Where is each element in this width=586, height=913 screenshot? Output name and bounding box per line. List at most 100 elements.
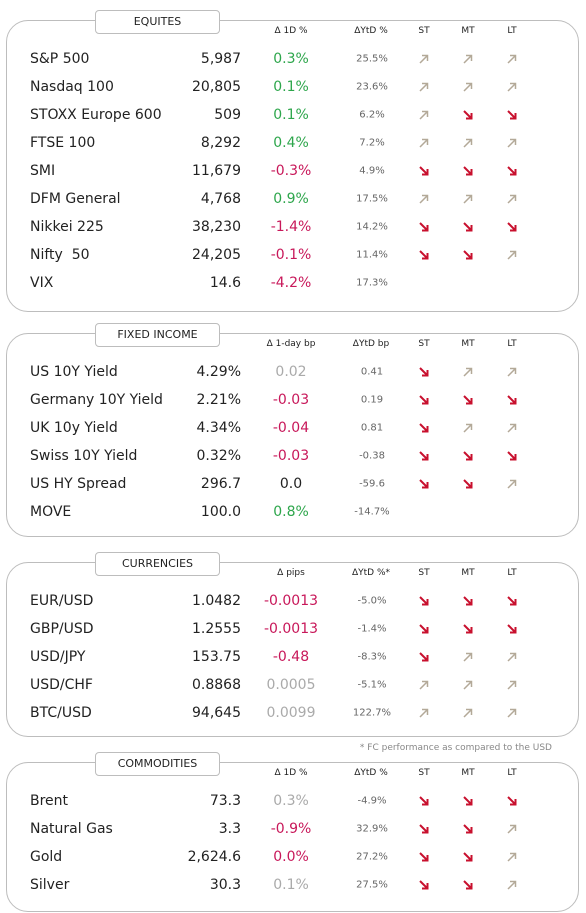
column-header: ΔYtD %* [351, 568, 391, 578]
trend-arrow [463, 423, 473, 433]
section-box [6, 333, 579, 537]
row-name: DFM General [30, 191, 121, 207]
trend-arrow [507, 222, 517, 232]
trend-arrow [507, 624, 517, 634]
column-header: MT [461, 26, 475, 36]
row-name: EUR/USD [30, 593, 94, 609]
trend-arrow [507, 367, 517, 377]
trend-arrow [419, 222, 429, 232]
column-header: MT [461, 339, 475, 349]
trend-arrow [419, 82, 429, 92]
trend-arrow [463, 796, 473, 806]
row-ytd: 0.19 [360, 394, 384, 406]
row-value: 4.34% [196, 420, 241, 436]
column-header: ST [418, 339, 430, 349]
row-change: 0.1% [273, 79, 309, 95]
trend-arrow [507, 596, 517, 606]
trend-arrow [463, 596, 473, 606]
row-change: 0.8% [273, 504, 309, 520]
trend-arrow [507, 54, 517, 64]
trend-arrow [507, 138, 517, 148]
row-name: Gold [30, 849, 63, 865]
row-change: -0.04 [272, 420, 310, 436]
trend-arrow [463, 367, 473, 377]
footnote: * FC performance as compared to the USD [359, 743, 552, 753]
row-ytd: 11.4% [356, 249, 388, 261]
row-name: STOXX Europe 600 [30, 107, 162, 123]
row-value: 4.29% [196, 364, 241, 380]
trend-arrow [463, 166, 473, 176]
trend-arrow [419, 451, 429, 461]
row-change: -0.0013 [263, 621, 319, 637]
row-value: 30.3 [209, 877, 241, 893]
trend-arrow [419, 166, 429, 176]
row-change: 0.3% [273, 793, 309, 809]
row-value: 24,205 [192, 247, 241, 263]
trend-arrow [507, 880, 517, 890]
trend-arrow [507, 166, 517, 176]
row-change: -0.1% [270, 247, 312, 263]
column-header: Δ pips [277, 568, 305, 578]
row-change: -4.2% [270, 275, 312, 291]
row-value: 0.32% [196, 448, 241, 464]
trend-arrow [419, 367, 429, 377]
trend-arrow [463, 624, 473, 634]
row-ytd: 4.9% [359, 165, 385, 177]
trend-arrow [419, 596, 429, 606]
row-name: Nifty 50 [30, 247, 90, 263]
trend-arrow [463, 82, 473, 92]
column-header: LT [507, 768, 517, 778]
trend-arrow [507, 423, 517, 433]
trend-arrow [419, 680, 429, 690]
trend-arrow [507, 852, 517, 862]
row-value: 1.2555 [192, 621, 241, 637]
trend-arrow [463, 880, 473, 890]
row-ytd: -14.7% [354, 506, 390, 518]
row-ytd: 122.7% [352, 707, 392, 719]
section-title: EQUITES [95, 10, 220, 34]
row-value: 153.75 [192, 649, 241, 665]
trend-arrow [507, 708, 517, 718]
trend-arrow [463, 479, 473, 489]
column-header: Δ 1-day bp [266, 339, 316, 349]
row-change: -1.4% [270, 219, 312, 235]
trend-arrow [419, 652, 429, 662]
row-change: -0.0013 [263, 593, 319, 609]
row-change: 0.0099 [266, 705, 316, 721]
row-name: USD/CHF [30, 677, 93, 693]
trend-arrow [463, 708, 473, 718]
trend-arrow [507, 110, 517, 120]
row-change: 0.4% [273, 135, 309, 151]
row-value: 509 [214, 107, 241, 123]
row-change: 0.3% [273, 51, 309, 67]
row-ytd: -8.3% [357, 651, 387, 663]
row-ytd: 32.9% [356, 823, 388, 835]
row-ytd: 0.41 [360, 366, 384, 378]
row-change: 0.1% [273, 877, 309, 893]
row-change: -0.9% [270, 821, 312, 837]
section-title: COMMODITIES [95, 752, 220, 776]
row-change: -0.48 [272, 649, 310, 665]
row-value: 0.8868 [192, 677, 241, 693]
trend-arrow [507, 824, 517, 834]
column-header: MT [461, 768, 475, 778]
row-name: US HY Spread [30, 476, 127, 492]
row-name: Brent [30, 793, 69, 809]
trend-arrow [507, 680, 517, 690]
row-name: Nikkei 225 [30, 219, 104, 235]
row-ytd: -5.1% [357, 679, 387, 691]
trend-arrow [463, 110, 473, 120]
row-name: GBP/USD [30, 621, 94, 637]
column-header: LT [507, 26, 517, 36]
row-ytd: 23.6% [356, 81, 388, 93]
row-change: -0.3% [270, 163, 312, 179]
trend-arrow [507, 395, 517, 405]
section-box [6, 562, 579, 737]
trend-arrow [419, 624, 429, 634]
row-ytd: -4.9% [357, 795, 387, 807]
column-header: ΔYtD % [354, 768, 388, 778]
row-value: 73.3 [209, 793, 241, 809]
row-name: UK 10y Yield [30, 420, 118, 436]
trend-arrow [463, 852, 473, 862]
